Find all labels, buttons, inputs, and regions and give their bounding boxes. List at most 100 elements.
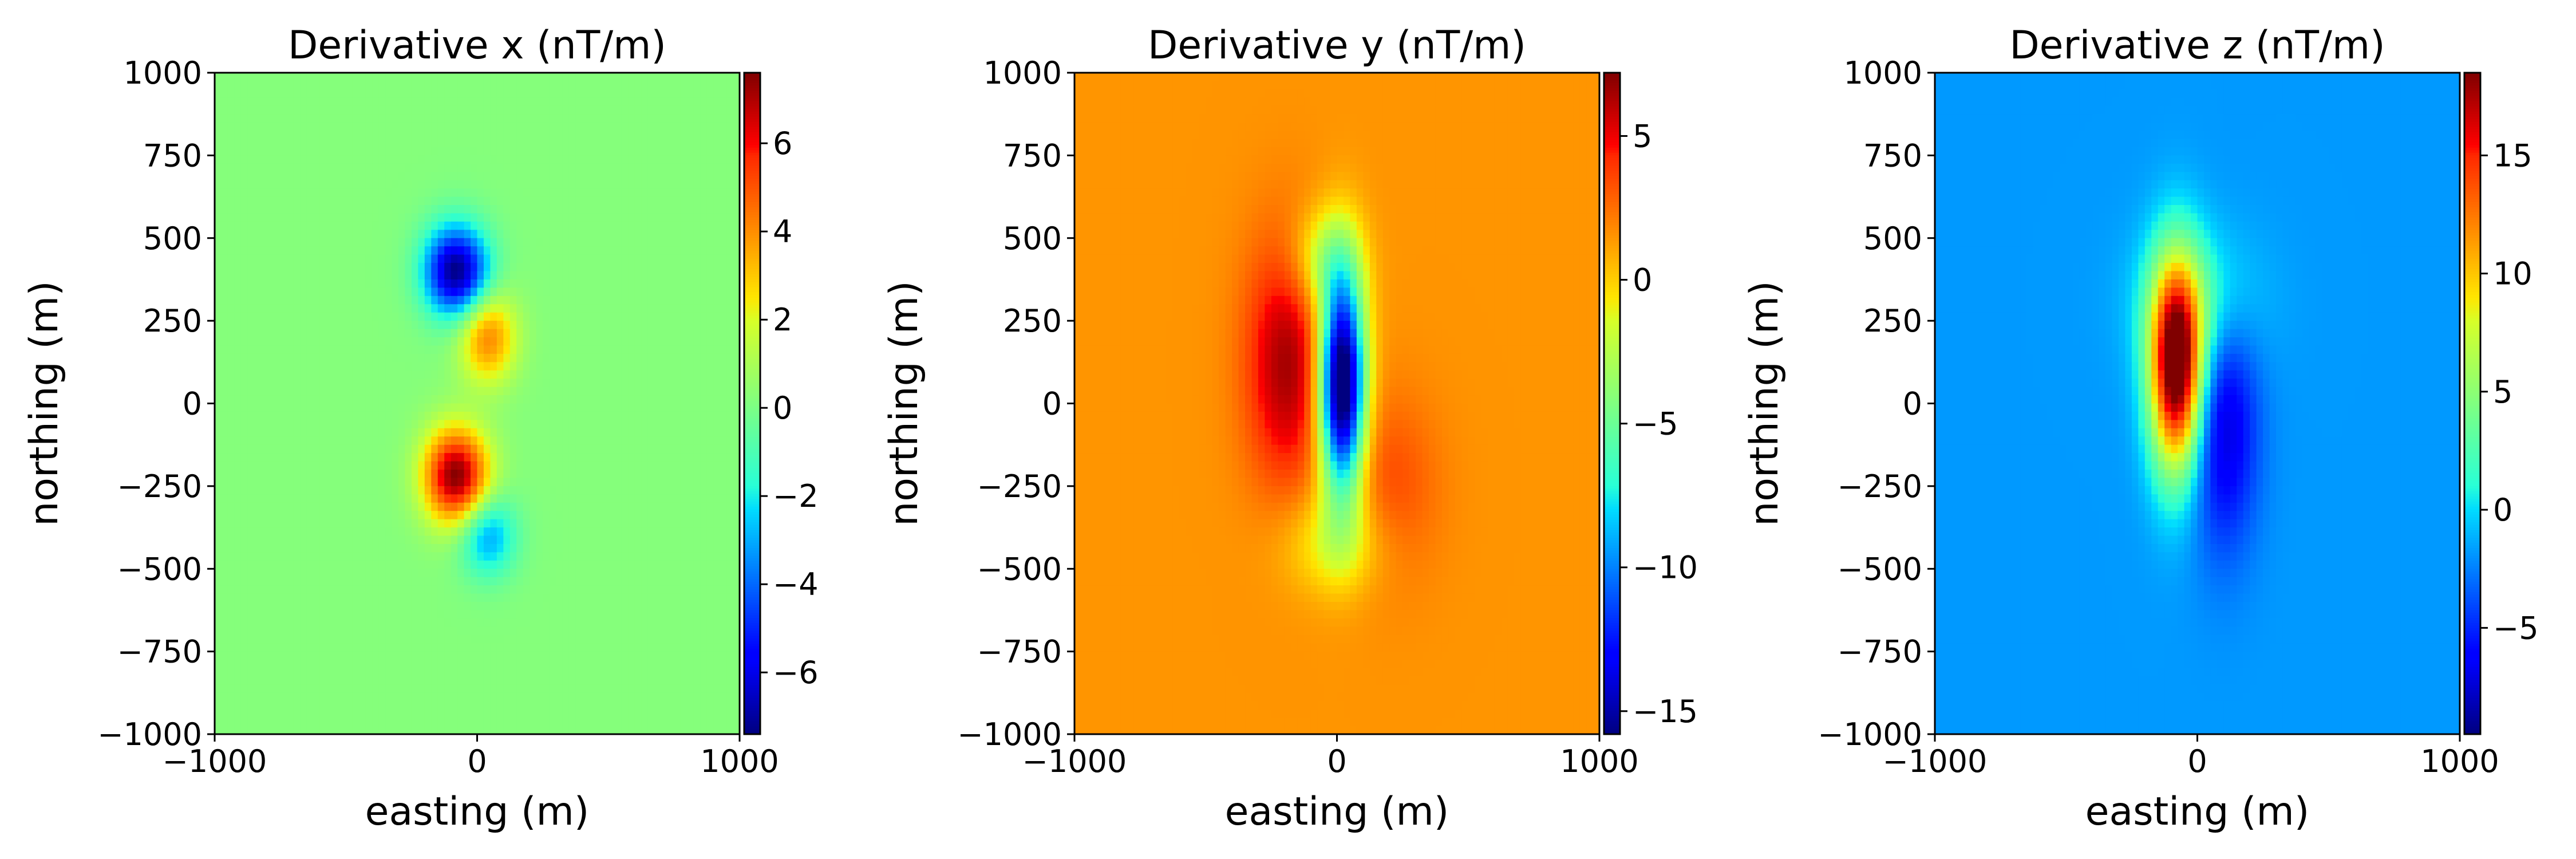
heatmap-cell (359, 106, 366, 115)
heatmap-cell (221, 230, 228, 238)
heatmap-cell (609, 511, 615, 519)
heatmap-cell (641, 188, 648, 197)
heatmap-cell (438, 147, 445, 156)
heatmap-cell (681, 387, 688, 396)
heatmap-cell (602, 536, 609, 545)
heatmap-cell (700, 395, 707, 404)
heatmap-cell (260, 97, 267, 106)
heatmap-cell (254, 371, 261, 379)
heatmap-cell (405, 577, 412, 586)
heatmap-cell (588, 404, 595, 412)
heatmap-cell (319, 577, 326, 586)
heatmap-cell (687, 420, 694, 428)
heatmap-cell (234, 486, 241, 495)
heatmap-cell (287, 511, 294, 519)
heatmap-cell (306, 511, 313, 519)
heatmap-cell (713, 552, 720, 561)
heatmap-cell (713, 329, 720, 338)
heatmap-cell (609, 313, 615, 321)
heatmap-cell (556, 486, 563, 495)
heatmap-cell (477, 139, 484, 148)
heatmap-cell (628, 486, 635, 495)
heatmap-cell (221, 453, 228, 462)
heatmap-cell (615, 114, 622, 123)
heatmap-cell (622, 428, 629, 437)
heatmap-cell (707, 188, 714, 197)
heatmap-cell (694, 230, 701, 238)
heatmap-cell (622, 527, 629, 536)
heatmap-cell (510, 453, 517, 462)
heatmap-cell (523, 123, 530, 131)
heatmap-cell (536, 89, 543, 98)
heatmap-cell (530, 371, 536, 379)
heatmap-cell (622, 106, 629, 115)
heatmap-cell (720, 89, 727, 98)
heatmap-cell (405, 97, 412, 106)
heatmap-cell (595, 436, 602, 445)
heatmap-cell (550, 445, 556, 454)
heatmap-cell (536, 519, 543, 528)
heatmap-cell (648, 97, 655, 106)
heatmap-cell (622, 569, 629, 577)
heatmap-cell (681, 114, 688, 123)
heatmap-cell (464, 255, 471, 263)
heatmap-cell (339, 205, 346, 214)
heatmap-cell (484, 147, 491, 156)
heatmap-cell (326, 428, 333, 437)
heatmap-cell (412, 436, 418, 445)
heatmap-cell (326, 89, 333, 98)
heatmap-cell (228, 238, 235, 247)
heatmap-cell (385, 379, 392, 387)
heatmap-cell (523, 569, 530, 577)
heatmap-cell (359, 296, 366, 305)
heatmap-cell (392, 213, 398, 222)
heatmap-cell (379, 197, 386, 206)
heatmap-cell (280, 313, 287, 321)
heatmap-cell (543, 188, 550, 197)
heatmap-cell (550, 263, 556, 271)
heatmap-cell (379, 139, 386, 148)
heatmap-cell (595, 238, 602, 247)
heatmap-cell (497, 106, 504, 115)
heatmap-cell (490, 486, 497, 495)
heatmap-cell (667, 494, 674, 503)
heatmap-cell (694, 213, 701, 222)
heatmap-cell (707, 230, 714, 238)
heatmap-cell (313, 354, 320, 362)
heatmap-cell (687, 106, 694, 115)
heatmap-cell (550, 222, 556, 230)
heatmap-cell (543, 81, 550, 89)
heatmap-cell (681, 436, 688, 445)
heatmap-cell (254, 412, 261, 420)
heatmap-cell (280, 287, 287, 296)
heatmap-cell (366, 329, 373, 338)
heatmap-cell (431, 527, 438, 536)
heatmap-cell (661, 552, 667, 561)
heatmap-cell (438, 478, 445, 486)
heatmap-cell (346, 585, 353, 594)
heatmap-cell (635, 246, 642, 255)
heatmap-cell (661, 81, 667, 89)
heatmap-cell (674, 453, 681, 462)
heatmap-cell (484, 263, 491, 271)
heatmap-cell (457, 114, 464, 123)
heatmap-cell (294, 205, 301, 214)
heatmap-cell (477, 114, 484, 123)
heatmap-cell (353, 106, 359, 115)
heatmap-cell (379, 287, 386, 296)
heatmap-cell (543, 527, 550, 536)
heatmap-cell (326, 420, 333, 428)
heatmap-cell (346, 321, 353, 329)
heatmap-cell (550, 296, 556, 305)
heatmap-cell (700, 188, 707, 197)
heatmap-cell (392, 147, 398, 156)
heatmap-cell (609, 188, 615, 197)
heatmap-cell (339, 420, 346, 428)
heatmap-cell (667, 131, 674, 139)
heatmap-cell (510, 313, 517, 321)
heatmap-cell (353, 544, 359, 553)
heatmap-cell (333, 445, 339, 454)
heatmap-cell (398, 321, 405, 329)
heatmap-cell (681, 511, 688, 519)
heatmap-cell (464, 139, 471, 148)
